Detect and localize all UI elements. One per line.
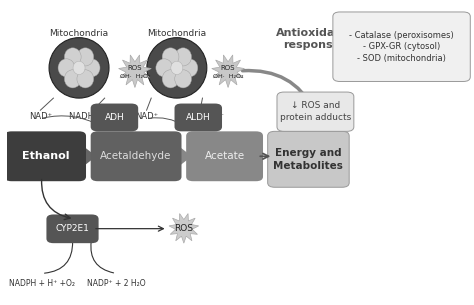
FancyBboxPatch shape <box>277 92 354 131</box>
Text: ROS: ROS <box>174 224 193 232</box>
Ellipse shape <box>77 48 94 66</box>
FancyBboxPatch shape <box>5 131 86 181</box>
Polygon shape <box>118 55 151 88</box>
Text: Acetaldehyde: Acetaldehyde <box>100 151 172 161</box>
Ellipse shape <box>147 38 207 98</box>
Ellipse shape <box>162 70 179 88</box>
Text: ALDH: ALDH <box>186 113 210 122</box>
Text: ↓ ROS and
protein adducts: ↓ ROS and protein adducts <box>280 102 351 122</box>
Text: NADH + H⁺: NADH + H⁺ <box>69 112 117 121</box>
Text: ROS: ROS <box>128 65 142 71</box>
Text: Antioxidant
response: Antioxidant response <box>276 28 348 50</box>
Ellipse shape <box>73 61 85 74</box>
Ellipse shape <box>49 38 109 98</box>
Ellipse shape <box>156 59 173 77</box>
FancyBboxPatch shape <box>46 214 99 243</box>
Ellipse shape <box>175 70 191 88</box>
Text: Energy and
Metabolites: Energy and Metabolites <box>273 148 343 171</box>
FancyBboxPatch shape <box>174 103 222 131</box>
Text: NAD⁺: NAD⁺ <box>29 112 52 121</box>
Ellipse shape <box>171 61 183 74</box>
Text: OH·  H₂O₂: OH· H₂O₂ <box>213 74 243 79</box>
Ellipse shape <box>77 70 94 88</box>
Polygon shape <box>212 55 245 88</box>
Text: Ethanol: Ethanol <box>21 151 69 161</box>
FancyBboxPatch shape <box>91 131 182 181</box>
Text: Mitochondria: Mitochondria <box>49 29 109 38</box>
FancyBboxPatch shape <box>186 131 263 181</box>
FancyArrow shape <box>79 147 96 165</box>
FancyBboxPatch shape <box>333 12 470 81</box>
Text: ROS: ROS <box>221 65 235 71</box>
Text: Mitochondria: Mitochondria <box>147 29 206 38</box>
Ellipse shape <box>175 48 191 66</box>
Text: NAD⁺: NAD⁺ <box>135 112 158 121</box>
Text: NADH + H⁺: NADH + H⁺ <box>176 112 224 121</box>
Text: ADH: ADH <box>105 113 124 122</box>
Text: - Catalase (peroxisomes)
- GPX-GR (cytosol)
- SOD (mitochondria): - Catalase (peroxisomes) - GPX-GR (cytos… <box>349 31 454 63</box>
FancyBboxPatch shape <box>268 131 349 187</box>
Ellipse shape <box>181 59 198 77</box>
Text: Acetate: Acetate <box>204 151 245 161</box>
FancyArrow shape <box>175 147 192 165</box>
Ellipse shape <box>64 48 81 66</box>
Text: NADP⁺ + 2 H₂O: NADP⁺ + 2 H₂O <box>87 279 146 289</box>
Polygon shape <box>169 214 199 243</box>
Text: OH·  H₂O₂: OH· H₂O₂ <box>119 74 150 79</box>
Ellipse shape <box>162 48 179 66</box>
Text: NADPH + H⁺ +O₂: NADPH + H⁺ +O₂ <box>9 279 75 289</box>
Text: CYP2E1: CYP2E1 <box>55 224 90 233</box>
Ellipse shape <box>64 70 81 88</box>
Ellipse shape <box>58 59 75 77</box>
Ellipse shape <box>83 59 100 77</box>
FancyBboxPatch shape <box>91 103 138 131</box>
